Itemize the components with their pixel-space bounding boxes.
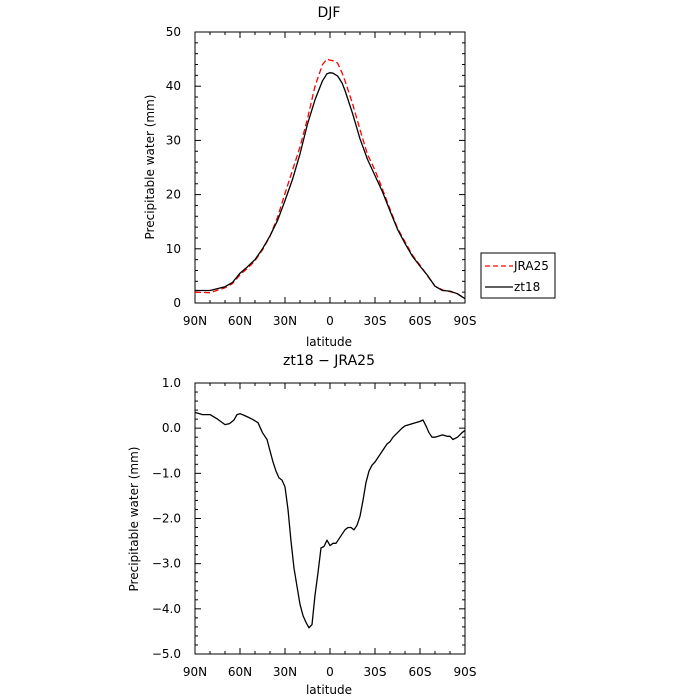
plot-area: 90N 60N 30N 0 30S 60S 90S 0 10 20 30 40 50 xyxy=(166,25,477,328)
x-tick-label: 90S xyxy=(454,665,477,679)
series-line-jra25 xyxy=(194,58,466,300)
y-tick-label: −1.0 xyxy=(152,466,181,480)
x-tick-label: 0 xyxy=(326,665,334,679)
y-tick-label: 1.0 xyxy=(162,376,181,390)
legend-label-zt18: zt18 xyxy=(514,280,540,294)
y-axis-label: Precipitable water (mm) xyxy=(127,447,141,592)
chart-title: zt18 − JRA25 xyxy=(283,353,375,369)
plot-area: 90N 60N 30N 0 30S 60S 90S 1.0 0.0 −1.0 −2.0 −3.0 −4.… xyxy=(152,376,477,679)
x-tick-label: 0 xyxy=(326,314,334,328)
y-tick-label: −5.0 xyxy=(152,647,181,661)
x-tick-label: 30S xyxy=(364,665,387,679)
legend-box xyxy=(480,252,556,299)
x-tick-label: 30N xyxy=(273,665,297,679)
y-tick-label: 50 xyxy=(166,25,181,39)
y-tick-label: 40 xyxy=(166,79,181,93)
legend-label-jra25: JRA25 xyxy=(513,259,549,273)
x-axis-label: latitude xyxy=(306,335,352,349)
y-axis-label: Precipitable water (mm) xyxy=(143,95,157,240)
chart-title: DJF xyxy=(318,5,341,21)
y-tick-label: 20 xyxy=(166,188,181,202)
x-tick-label: 60N xyxy=(228,314,252,328)
x-tick-label: 90S xyxy=(454,314,477,328)
y-tick-label: 10 xyxy=(166,242,181,256)
y-tick-label: −4.0 xyxy=(152,602,181,616)
legend: JRA25 zt18 xyxy=(480,252,556,299)
panel-difference: zt18 − JRA25 90N 60N 30N 0 30S 60S 90S 1.0 0.0 −1… xyxy=(127,353,476,697)
y-tick-label: −3.0 xyxy=(152,557,181,571)
y-tick-label: 30 xyxy=(166,133,181,147)
panel-djf: DJF 90N 60N 30N 0 30S 60S 90S 0 10 20 30 40 50 latit… xyxy=(143,5,476,349)
x-tick-label: 60N xyxy=(228,665,252,679)
x-tick-label: 30N xyxy=(273,314,297,328)
x-axis-label: latitude xyxy=(306,683,352,697)
series-lines xyxy=(194,58,466,300)
x-tick-label: 60S xyxy=(409,665,432,679)
x-tick-label: 90N xyxy=(183,665,207,679)
series-line-zt18 xyxy=(195,72,466,300)
series-lines xyxy=(194,411,466,629)
y-tick-label: −2.0 xyxy=(152,512,181,526)
series-line-difference xyxy=(194,411,466,629)
x-tick-label: 90N xyxy=(183,314,207,328)
y-tick-label: 0.0 xyxy=(162,421,181,435)
x-tick-label: 30S xyxy=(364,314,387,328)
x-tick-label: 60S xyxy=(409,314,432,328)
y-tick-label: 0 xyxy=(173,296,181,310)
